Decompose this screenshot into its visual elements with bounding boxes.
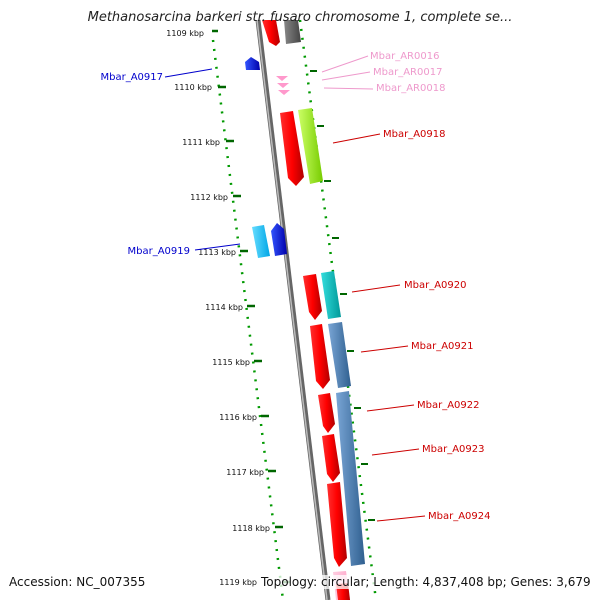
map-title: Methanosarcina barkeri str. fusaro chrom… xyxy=(87,10,513,25)
tick-label-1110: 1110 kbp xyxy=(174,83,212,92)
gene-mbar-a0921-arrow[interactable] xyxy=(310,324,330,389)
gene-label-mbar-a0923[interactable]: Mbar_A0923 xyxy=(422,444,485,455)
gene-label-mbar-ar0018[interactable]: Mbar_AR0018 xyxy=(376,83,445,94)
gene-label-mbar-ar0016[interactable]: Mbar_AR0016 xyxy=(370,51,439,62)
gene-label-mbar-a0922[interactable]: Mbar_A0922 xyxy=(417,400,480,411)
rna-chevrons[interactable] xyxy=(276,76,290,95)
tick-label-1114: 1114 kbp xyxy=(205,303,243,312)
gene-label-mbar-a0919[interactable]: Mbar_A0919 xyxy=(127,246,190,257)
gene-label-mbar-a0920[interactable]: Mbar_A0920 xyxy=(404,280,467,291)
gene-mbar-a0919-pair[interactable] xyxy=(252,223,287,258)
outer-ring-ticks xyxy=(310,70,375,521)
gene-label-mbar-a0924[interactable]: Mbar_A0924 xyxy=(428,511,491,522)
tick-label-1116: 1116 kbp xyxy=(219,413,257,422)
tick-label-1113: 1113 kbp xyxy=(198,248,236,257)
tick-label-1117: 1117 kbp xyxy=(226,468,264,477)
kbp-tick-labels: 1109 kbp 1110 kbp 1111 kbp 1112 kbp 1113… xyxy=(166,29,270,587)
accession-text: Accession: NC_007355 xyxy=(9,575,146,589)
gene-mbar-a0923-arrow[interactable] xyxy=(322,434,340,482)
tick-label-1109: 1109 kbp xyxy=(166,29,204,38)
label-leaders xyxy=(164,55,426,522)
genome-summary: Topology: circular; Length: 4,837,408 bp… xyxy=(261,575,591,589)
tick-label-1119: 1119 kbp xyxy=(219,578,257,587)
gene-label-mbar-a0917[interactable]: Mbar_A0917 xyxy=(100,72,163,83)
tick-label-1118: 1118 kbp xyxy=(232,524,270,533)
feature-top-red[interactable] xyxy=(262,20,280,46)
gene-mbar-a0922-arrow[interactable] xyxy=(318,393,335,433)
gene-mbar-a0924-arrow[interactable] xyxy=(327,482,347,567)
gene-mbar-a0918-arrow[interactable] xyxy=(280,111,304,186)
cog-steel-bar-2[interactable] xyxy=(336,391,365,566)
outer-ring-edge xyxy=(298,19,378,600)
tick-label-1112: 1112 kbp xyxy=(190,193,228,202)
cog-steel-bar-1[interactable] xyxy=(328,322,351,388)
gene-mbar-a0920-arrow[interactable] xyxy=(303,274,322,320)
cog-green-bar[interactable] xyxy=(298,108,323,184)
gene-label-mbar-a0921[interactable]: Mbar_A0921 xyxy=(411,341,474,352)
tick-label-1115: 1115 kbp xyxy=(212,358,250,367)
gene-labels: Mbar_A0917 Mbar_AR0016 Mbar_AR0017 Mbar_… xyxy=(100,51,490,522)
gene-label-mbar-a0918[interactable]: Mbar_A0918 xyxy=(383,129,446,140)
backbone xyxy=(255,19,331,600)
feature-top-grey[interactable] xyxy=(284,20,301,44)
tick-label-1111: 1111 kbp xyxy=(182,138,220,147)
cog-teal-bar[interactable] xyxy=(321,271,341,319)
gene-mbar-a0917-arrow[interactable] xyxy=(245,57,260,70)
gene-label-mbar-ar0017[interactable]: Mbar_AR0017 xyxy=(373,67,442,78)
